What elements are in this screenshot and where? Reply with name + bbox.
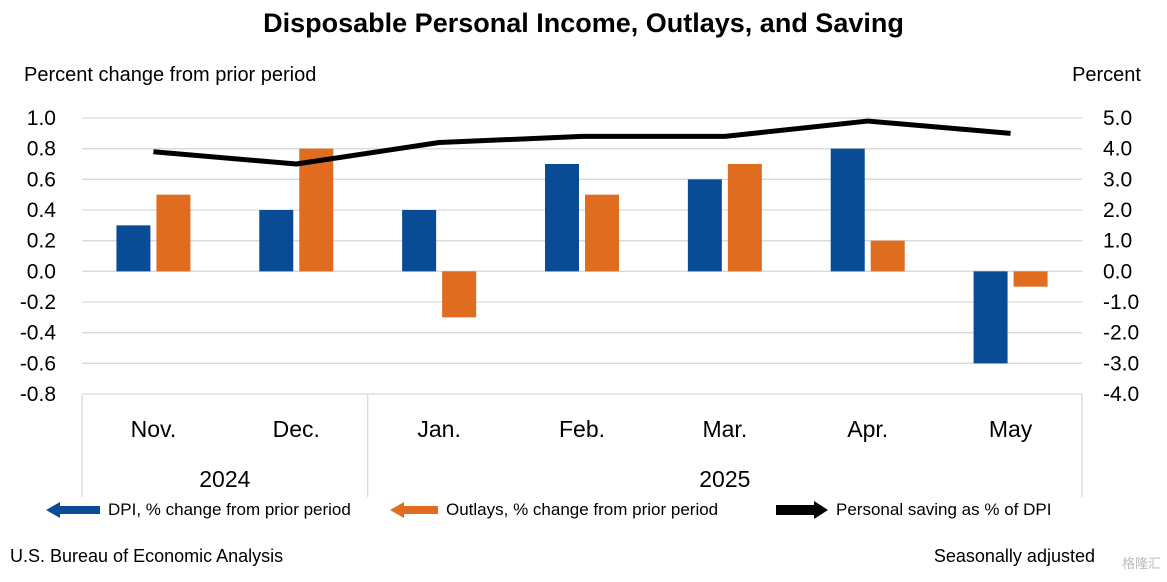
category-label: May: [989, 416, 1033, 442]
category-label: Dec.: [273, 416, 320, 442]
right-tick-label: -3.0: [1103, 352, 1139, 375]
right-tick-label: 4.0: [1103, 138, 1132, 161]
legend-item-outlays: Outlays, % change from prior period: [390, 500, 718, 520]
chart-title: Disposable Personal Income, Outlays, and…: [263, 8, 904, 38]
category-label: Apr.: [847, 416, 888, 442]
left-tick-label: -0.4: [20, 322, 57, 345]
legend-label-saving: Personal saving as % of DPI: [836, 500, 1052, 519]
left-tick-label: 0.2: [27, 230, 56, 253]
seasonal-note: Seasonally adjusted: [933, 546, 1095, 566]
legend-item-saving: Personal saving as % of DPI: [776, 500, 1051, 520]
watermark-logo: 格隆汇: [1121, 556, 1161, 571]
left-tick-label: 0.6: [27, 168, 56, 191]
right-tick-label: 1.0: [1103, 230, 1132, 253]
bar-outlays: [727, 164, 762, 272]
year-label: 2024: [199, 466, 250, 492]
category-label: Feb.: [559, 416, 605, 442]
bar-dpi: [545, 164, 579, 272]
right-axis-label: Percent: [1072, 64, 1141, 86]
legend-arrow-icon-dpi: [46, 502, 100, 518]
left-tick-label: 0.4: [27, 199, 57, 222]
legend-label-dpi: DPI, % change from prior period: [108, 500, 351, 519]
right-tick-label: 0.0: [1103, 260, 1132, 283]
year-label: 2025: [699, 466, 750, 492]
bar-outlays: [1013, 271, 1048, 287]
bar-dpi: [402, 210, 437, 272]
legend-item-dpi: DPI, % change from prior period: [46, 500, 351, 520]
left-tick-label: -0.8: [20, 383, 56, 406]
chart-plot: 1.0 0.8 0.6 0.4 0.2 0.0 -0.2 -0.4 -0.6 -0.8 5.0 4.0…: [20, 107, 1139, 497]
right-tick-label: 3.0: [1103, 168, 1132, 191]
category-label: Nov.: [131, 416, 177, 442]
source-note: U.S. Bureau of Economic Analysis: [10, 546, 284, 566]
bar-outlays: [442, 271, 477, 318]
bar-outlays: [870, 240, 905, 272]
left-tick-label: -0.2: [20, 291, 56, 314]
bar-outlays: [156, 194, 191, 272]
bar-dpi: [259, 210, 294, 272]
left-tick-label: 1.0: [27, 107, 56, 130]
left-tick-label: 0.0: [27, 260, 56, 283]
legend: DPI, % change from prior period Outlays,…: [0, 500, 1167, 530]
saving-line: [153, 118, 1011, 167]
bar-outlays: [585, 194, 619, 272]
bar-outlays: [299, 148, 334, 272]
bar-dpi: [830, 148, 865, 272]
right-tick-label: -2.0: [1103, 322, 1139, 345]
category-label: Mar.: [702, 416, 747, 442]
right-tick-label: 5.0: [1103, 107, 1132, 130]
category-label: Jan.: [417, 416, 460, 442]
left-tick-label: -0.6: [20, 352, 56, 375]
right-tick-label: -1.0: [1103, 291, 1139, 314]
legend-arrow-icon-saving: [776, 501, 828, 519]
right-tick-label: -4.0: [1103, 383, 1139, 406]
bar-dpi: [687, 179, 722, 272]
legend-arrow-icon-outlays: [390, 502, 438, 518]
right-tick-label: 2.0: [1103, 199, 1132, 222]
bar-dpi: [973, 271, 1008, 364]
left-axis-label: Percent change from prior period: [24, 64, 317, 86]
legend-label-outlays: Outlays, % change from prior period: [446, 500, 719, 519]
bar-dpi: [116, 225, 151, 272]
left-tick-label: 0.8: [27, 138, 56, 161]
